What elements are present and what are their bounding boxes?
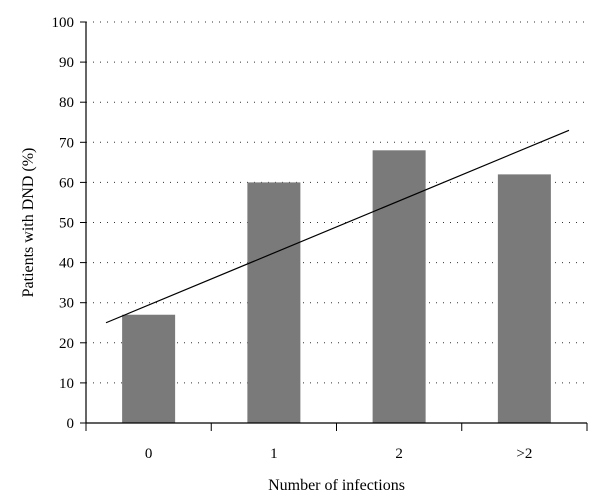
bar — [247, 182, 301, 423]
x-tick-label: 1 — [270, 446, 278, 462]
bars — [122, 150, 551, 423]
y-axis-ticks: 0 10 20 30 40 50 60 70 80 90 100 — [52, 15, 86, 432]
x-tick-label: 0 — [145, 446, 153, 462]
y-tick-label: 90 — [59, 55, 74, 71]
x-tick-label: 2 — [395, 446, 403, 462]
y-tick-label: 0 — [67, 416, 75, 432]
y-tick-label: 40 — [59, 256, 74, 272]
y-tick-label: 80 — [59, 95, 74, 111]
trend-line — [105, 129, 570, 324]
y-tick-label: 20 — [59, 336, 74, 352]
x-tick-label: >2 — [516, 446, 532, 462]
bar — [122, 314, 176, 423]
y-tick-label: 70 — [59, 135, 74, 151]
y-tick-label: 100 — [52, 15, 75, 31]
y-tick-label: 50 — [59, 216, 74, 232]
x-axis-title: Number of infections — [268, 477, 405, 494]
bar — [372, 150, 426, 423]
y-tick-label: 30 — [59, 296, 74, 312]
x-axis-ticks: 0 1 2 >2 — [85, 423, 588, 462]
bar — [497, 174, 551, 423]
y-tick-label: 60 — [59, 175, 74, 191]
y-axis-title: Patients with DND (%) — [20, 148, 37, 298]
y-tick-label: 10 — [59, 376, 74, 392]
